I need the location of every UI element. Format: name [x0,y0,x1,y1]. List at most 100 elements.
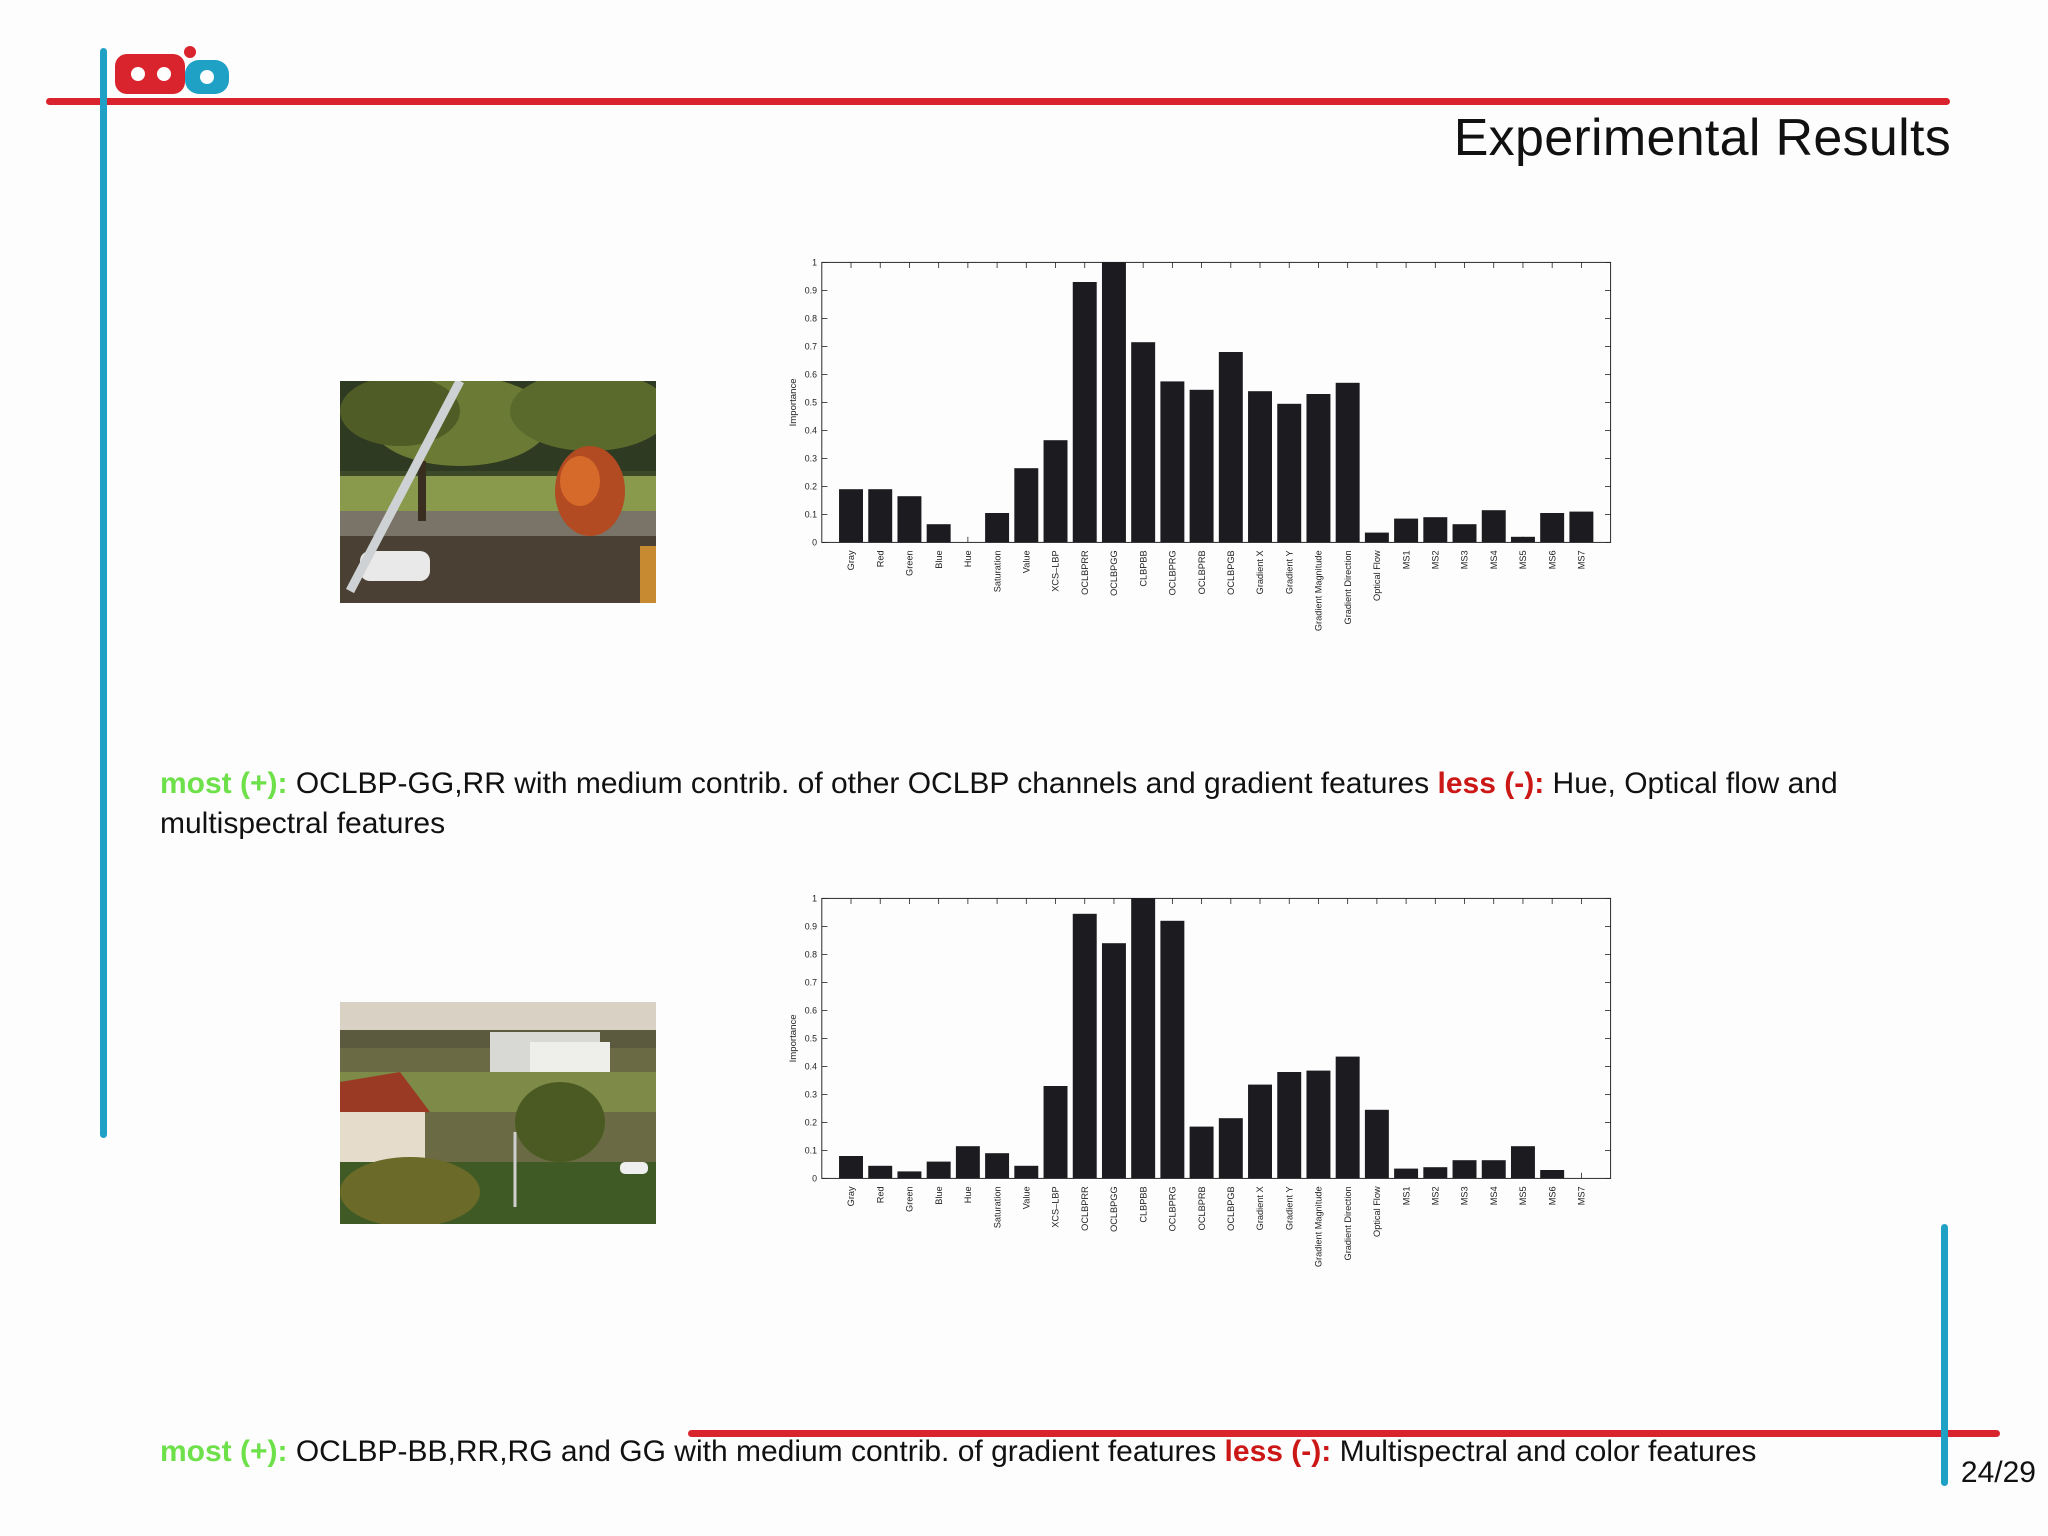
bar-gradient-x [1248,391,1273,543]
bar-gradient-direction [1335,1056,1360,1179]
bar-green [897,496,922,543]
bar-oclbprg [1160,920,1185,1179]
scene-photo-park [340,381,656,603]
x-tick-label: Gradient Magnitude [1314,1186,1324,1267]
most-label: most (+): [160,1435,288,1468]
y-tick-label: 0.9 [805,286,817,296]
bar-ms2 [1423,1167,1448,1179]
bar-xcs-lbp [1043,440,1068,543]
bar-blue [926,524,951,543]
x-tick-label: Red [875,1186,885,1203]
x-tick-label: XCS–LBP [1051,550,1061,591]
x-tick-label: OCLBPRR [1080,1186,1090,1231]
bar-ms3 [1452,1160,1477,1179]
x-tick-label: OCLBPRB [1197,1186,1207,1230]
bar-gradient-y [1277,403,1302,543]
y-tick-label: 0.3 [805,454,817,464]
most-description: OCLBP-BB,RR,RG and GG with medium contri… [287,1435,1225,1468]
x-tick-label: Gray [846,550,856,570]
slide-title: Experimental Results [1453,109,1951,167]
x-tick-label: OCLBPRR [1080,550,1090,595]
y-tick-label: 0.4 [805,426,817,436]
bar-gradient-magnitude [1306,394,1331,543]
plot-frame [821,897,1612,1179]
bar-oclbpgb [1218,1118,1243,1179]
bar-oclbpgg [1101,943,1126,1179]
bar-gray [839,489,863,543]
x-tick-label: OCLBPRG [1168,550,1178,595]
x-tick-label: MS5 [1518,1186,1528,1205]
bar-gradient-direction [1335,382,1360,543]
y-tick-label: 0.6 [805,370,817,380]
bar-ms5 [1510,1146,1535,1179]
x-tick-label: Optical Flow [1372,550,1382,601]
x-tick-label: CLBPBB [1138,550,1148,586]
bar-gray [839,1156,863,1179]
bar-blue [926,1161,951,1179]
x-tick-label: CLBPBB [1138,1186,1148,1222]
bar-value [1014,468,1039,543]
caption-2: most (+): OCLBP-BB,RR,RG and GG with med… [160,1432,1920,1472]
x-tick-label: Gradient Magnitude [1314,550,1324,631]
y-tick-label: 1 [812,258,817,268]
less-description: Hue, Optical flow and multispectral feat… [160,767,1838,840]
bar-ms6 [1540,1170,1565,1179]
x-tick-label: Hue [963,550,973,567]
y-tick-label: 0.6 [805,1006,817,1016]
x-tick-label: XCS–LBP [1051,1186,1061,1227]
most-description: OCLBP-GG,RR with medium contrib. of othe… [287,767,1438,800]
x-tick-label: MS4 [1489,1186,1499,1205]
bar-gradient-y [1277,1072,1302,1179]
top-red-rule [46,98,1950,105]
x-tick-label: Gradient Y [1284,550,1294,594]
x-tick-label: MS3 [1460,550,1470,569]
y-axis-label: Importance [788,378,799,426]
importance-bar-chart-1: 0 0.1 0.2 0.3 0.4 0.5 0.6 0.7 0.8 0.9 1 Importance G… [788,258,1612,631]
y-tick-label: 0.4 [805,1062,817,1072]
left-blue-rule [100,48,107,1138]
x-tick-label: OCLBPGB [1226,550,1236,594]
y-tick-label: 0.5 [805,398,817,408]
bar-oclbpgb [1218,352,1243,543]
x-tick-label: MS2 [1431,550,1441,569]
bar-ms1 [1394,1168,1419,1179]
caption-1: most (+): OCLBP-GG,RR with medium contri… [160,764,1920,844]
less-label: less (-): [1224,1435,1332,1468]
x-tick-label: MS1 [1401,1186,1411,1205]
bar-saturation [985,1153,1010,1179]
bar-oclbprb [1189,389,1214,543]
bar-ms4 [1481,1160,1506,1179]
bar-clbpbb [1131,342,1156,543]
bar-ms1 [1394,518,1419,543]
y-tick-label: 0 [812,1174,817,1184]
bar-ms2 [1423,517,1448,543]
x-tick-label: Saturation [992,1186,1002,1228]
x-tick-label: Green [905,550,915,576]
x-tick-label: Red [875,550,885,567]
x-tick-label: Optical Flow [1372,1186,1382,1237]
lab-logo-icon [115,46,229,94]
bar-green [897,1171,922,1179]
bar-ms4 [1481,510,1506,543]
x-tick-label: OCLBPRG [1168,1186,1178,1231]
x-tick-label: Gradient Y [1284,1186,1294,1230]
y-tick-label: 0.2 [805,1118,817,1128]
bar-gradient-magnitude [1306,1070,1331,1179]
x-tick-label: Saturation [992,550,1002,592]
x-tick-label: Gradient X [1255,550,1265,594]
scene-photo-suburb [340,1002,656,1224]
bar-ms6 [1540,513,1565,543]
bar-value [1014,1165,1039,1179]
x-tick-label: Blue [934,550,944,568]
less-label: less (-): [1437,767,1545,800]
bar-saturation [985,513,1010,543]
x-tick-label: Gray [846,1186,856,1206]
bar-red [868,1165,893,1179]
y-tick-label: 0.1 [805,1146,817,1156]
page-number: 24/29 [1960,1456,2036,1489]
x-tick-label: OCLBPGG [1109,1186,1119,1231]
x-tick-label: Blue [934,1186,944,1204]
bar-oclbprr [1072,913,1097,1179]
y-tick-label: 0.7 [805,978,817,988]
bar-ms7 [1569,511,1594,543]
